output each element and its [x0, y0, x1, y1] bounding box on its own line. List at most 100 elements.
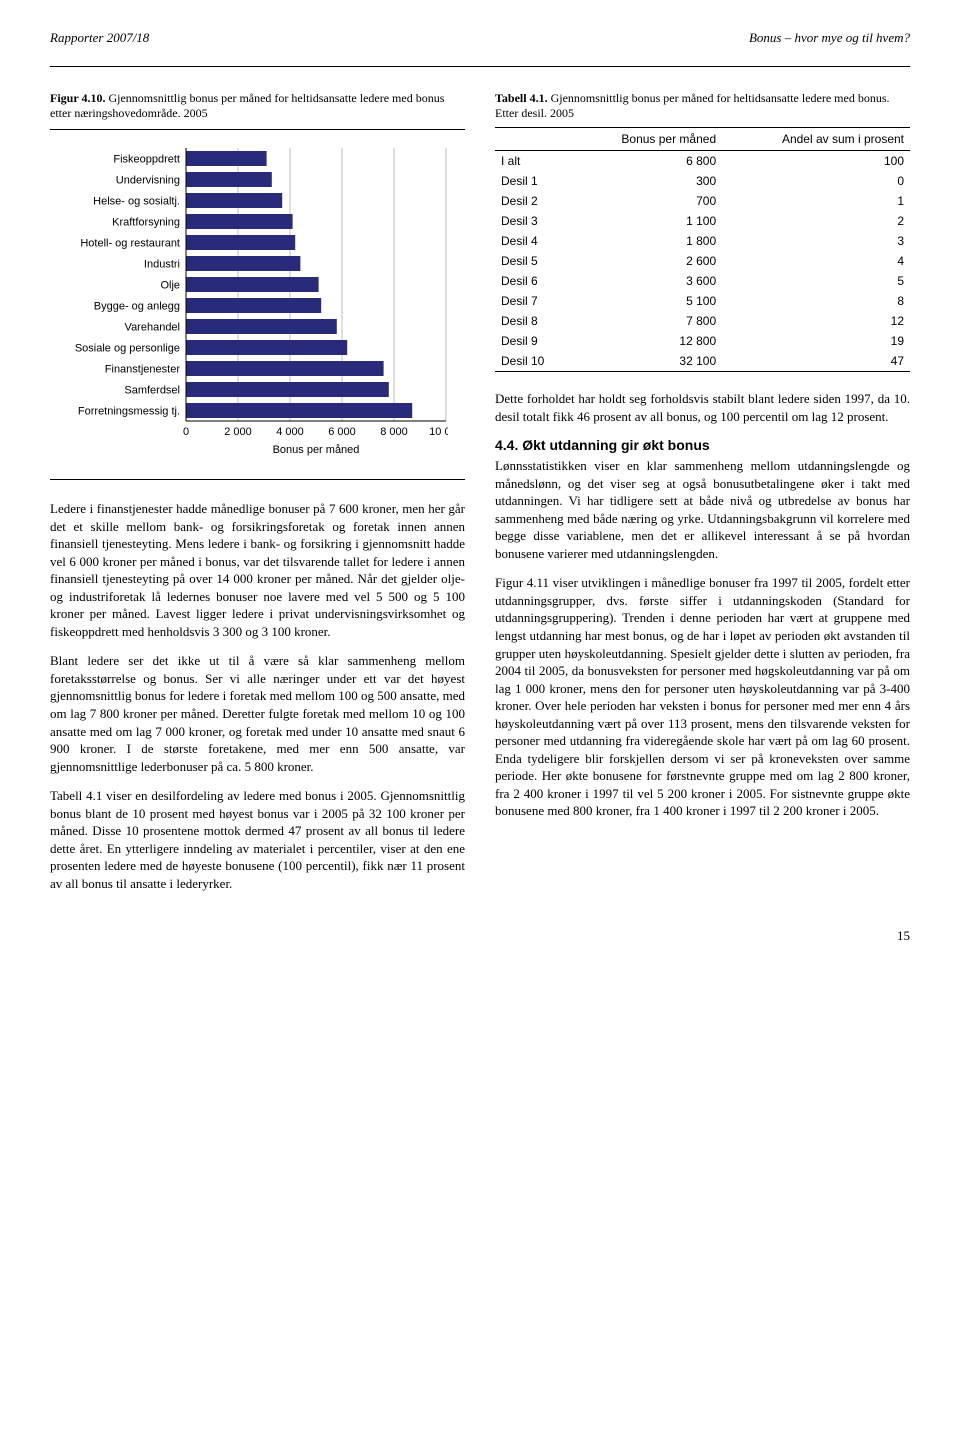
bar: [186, 193, 282, 208]
left-column: Figur 4.10. Gjennomsnittlig bonus per må…: [50, 91, 465, 904]
table-cell: Desil 2: [495, 191, 573, 211]
table-cell: 1 800: [573, 231, 723, 251]
figure-number: Figur 4.10.: [50, 91, 105, 105]
table-row: Desil 1032 10047: [495, 351, 910, 372]
table-cell: 700: [573, 191, 723, 211]
table-row: Desil 13000: [495, 171, 910, 191]
table-col-header: Andel av sum i prosent: [722, 128, 910, 151]
body-paragraph: Figur 4.11 viser utviklingen i månedlige…: [495, 574, 910, 820]
bar: [186, 235, 295, 250]
table-cell: 0: [722, 171, 910, 191]
table-row: Desil 31 1002: [495, 211, 910, 231]
svg-text:Kraftforsyning: Kraftforsyning: [112, 217, 180, 229]
table-cell: Desil 8: [495, 311, 573, 331]
body-paragraph: Tabell 4.1 viser en desilfordeling av le…: [50, 787, 465, 892]
figure-title: Gjennomsnittlig bonus per måned for helt…: [50, 91, 444, 120]
figure-4-10-chart: 0 2 000 4 000 6 000 8 000 10 000 Fiskeoppdrett…: [50, 129, 465, 480]
bar: [186, 319, 337, 334]
bar: [186, 256, 300, 271]
body-paragraph: Dette forholdet har holdt seg forholdsvi…: [495, 390, 910, 425]
table-cell: 12: [722, 311, 910, 331]
header-right: Bonus – hvor mye og til hvem?: [749, 30, 910, 46]
svg-text:Helse- og sosialtj.: Helse- og sosialtj.: [93, 196, 180, 208]
svg-text:6 000: 6 000: [328, 426, 356, 438]
table-cell: Desil 5: [495, 251, 573, 271]
table-cell: 3: [722, 231, 910, 251]
running-header: Rapporter 2007/18 Bonus – hvor mye og ti…: [50, 30, 910, 46]
bar: [186, 298, 321, 313]
table-cell: 32 100: [573, 351, 723, 372]
svg-text:Varehandel: Varehandel: [125, 322, 180, 334]
table-caption: Tabell 4.1. Gjennomsnittlig bonus per må…: [495, 91, 910, 121]
svg-text:0: 0: [183, 426, 189, 438]
bar: [186, 214, 293, 229]
svg-text:2 000: 2 000: [224, 426, 252, 438]
svg-text:Hotell- og restaurant: Hotell- og restaurant: [80, 238, 180, 250]
table-cell: 2 600: [573, 251, 723, 271]
section-heading: 4.4. Økt utdanning gir økt bonus: [495, 437, 910, 453]
table-row: Desil 63 6005: [495, 271, 910, 291]
table-cell: 1 100: [573, 211, 723, 231]
svg-text:Forretningsmessig tj.: Forretningsmessig tj.: [78, 406, 180, 418]
bar: [186, 403, 412, 418]
page-number: 15: [50, 928, 910, 944]
bar: [186, 361, 384, 376]
table-row: I alt6 800100: [495, 151, 910, 172]
table-cell: Desil 3: [495, 211, 573, 231]
table-cell: 4: [722, 251, 910, 271]
table-row: Desil 75 1008: [495, 291, 910, 311]
table-cell: 7 800: [573, 311, 723, 331]
page: Rapporter 2007/18 Bonus – hvor mye og ti…: [0, 0, 960, 984]
table-row: Desil 912 80019: [495, 331, 910, 351]
table-cell: 100: [722, 151, 910, 172]
table-cell: I alt: [495, 151, 573, 172]
body-paragraph: Lønnsstatistikken viser en klar sammenhe…: [495, 457, 910, 562]
table-cell: 6 800: [573, 151, 723, 172]
table-header-row: Bonus per måned Andel av sum i prosent: [495, 128, 910, 151]
table-cell: 3 600: [573, 271, 723, 291]
chart-svg-container: 0 2 000 4 000 6 000 8 000 10 000 Fiskeoppdrett…: [56, 144, 459, 461]
svg-text:Industri: Industri: [144, 259, 180, 271]
svg-text:Samferdsel: Samferdsel: [124, 385, 180, 397]
bar-chart-svg: 0 2 000 4 000 6 000 8 000 10 000 Fiskeoppdrett…: [56, 144, 448, 461]
table-cell: 47: [722, 351, 910, 372]
table-cell: 300: [573, 171, 723, 191]
body-paragraph: Ledere i finanstjenester hadde månedlige…: [50, 500, 465, 640]
table-title: Gjennomsnittlig bonus per måned for helt…: [495, 91, 890, 120]
two-column-layout: Figur 4.10. Gjennomsnittlig bonus per må…: [50, 91, 910, 904]
table-cell: 5: [722, 271, 910, 291]
table-col-header: [495, 128, 573, 151]
table-cell: 12 800: [573, 331, 723, 351]
bar: [186, 340, 347, 355]
table-cell: 1: [722, 191, 910, 211]
table-cell: Desil 1: [495, 171, 573, 191]
table-number: Tabell 4.1.: [495, 91, 548, 105]
svg-text:Bygge- og anlegg: Bygge- og anlegg: [94, 301, 180, 313]
svg-text:Finanstjenester: Finanstjenester: [105, 364, 181, 376]
table-cell: 2: [722, 211, 910, 231]
svg-text:4 000: 4 000: [276, 426, 304, 438]
table-cell: Desil 4: [495, 231, 573, 251]
header-left: Rapporter 2007/18: [50, 30, 149, 46]
table-col-header: Bonus per måned: [573, 128, 723, 151]
svg-text:Bonus per måned: Bonus per måned: [273, 444, 360, 456]
svg-text:Olje: Olje: [160, 280, 180, 292]
table-cell: Desil 6: [495, 271, 573, 291]
table-4-1: Bonus per måned Andel av sum i prosent I…: [495, 127, 910, 372]
table-row: Desil 52 6004: [495, 251, 910, 271]
bar: [186, 382, 389, 397]
bar: [186, 151, 267, 166]
table-row: Desil 27001: [495, 191, 910, 211]
table-cell: Desil 9: [495, 331, 573, 351]
svg-text:Undervisning: Undervisning: [116, 175, 180, 187]
table-cell: Desil 10: [495, 351, 573, 372]
table-cell: 19: [722, 331, 910, 351]
table-cell: Desil 7: [495, 291, 573, 311]
body-paragraph: Blant ledere ser det ikke ut til å være …: [50, 652, 465, 775]
svg-text:Fiskeoppdrett: Fiskeoppdrett: [113, 154, 180, 166]
table-row: Desil 87 80012: [495, 311, 910, 331]
bar: [186, 277, 319, 292]
figure-caption: Figur 4.10. Gjennomsnittlig bonus per må…: [50, 91, 465, 121]
svg-text:10 000: 10 000: [429, 426, 448, 438]
svg-text:8 000: 8 000: [380, 426, 408, 438]
